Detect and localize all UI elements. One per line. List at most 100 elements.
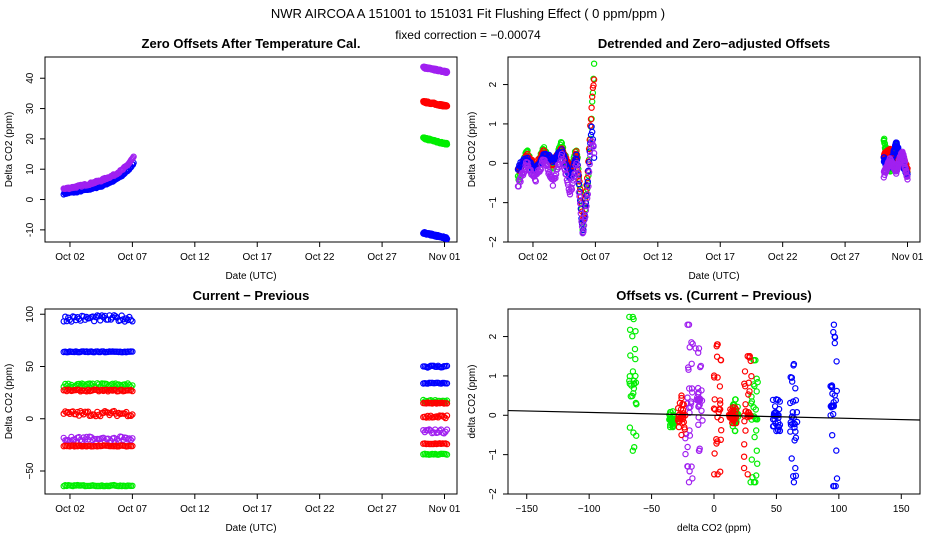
data-point — [62, 386, 69, 394]
data-point — [792, 385, 799, 392]
data-point — [129, 411, 136, 418]
data-point — [576, 193, 583, 200]
data-point — [574, 169, 581, 177]
data-point — [833, 447, 840, 454]
fit-line — [507, 409, 921, 421]
y-tick-label: 0 — [25, 416, 36, 422]
x-tick-label: Oct 17 — [706, 252, 736, 263]
data-point — [561, 167, 569, 174]
data-point — [577, 210, 585, 217]
data-point — [582, 207, 590, 214]
data-point — [443, 362, 451, 370]
data-point — [584, 174, 591, 182]
data-point — [585, 183, 592, 190]
x-axis-label: delta CO2 (ppm) — [677, 523, 751, 534]
data-point — [729, 419, 736, 427]
x-tick-label: Oct 12 — [180, 504, 210, 515]
data-point — [130, 153, 137, 160]
data-point — [695, 389, 702, 396]
data-point — [792, 464, 799, 472]
y-axis-label: Delta CO2 (ppm) — [467, 112, 478, 188]
y-tick-label: 50 — [25, 360, 36, 372]
data-point — [580, 222, 588, 229]
data-point — [443, 68, 451, 76]
data-point — [580, 226, 587, 234]
data-point — [714, 471, 721, 478]
data-point — [790, 473, 797, 480]
data-point — [443, 400, 451, 407]
x-tick-label: Nov 01 — [429, 504, 461, 515]
x-tick-label: 150 — [893, 504, 910, 515]
x-tick-label: −150 — [515, 504, 538, 515]
data-point — [560, 161, 567, 168]
data-point — [630, 385, 638, 392]
data-point — [748, 400, 755, 407]
data-point — [118, 312, 125, 319]
y-tick-label: 2 — [488, 333, 499, 339]
data-point — [443, 235, 451, 243]
data-point — [587, 122, 594, 129]
data-point — [828, 384, 835, 391]
data-point — [753, 388, 760, 395]
data-point — [570, 173, 578, 180]
data-point — [575, 189, 583, 196]
x-tick-label: Oct 02 — [518, 252, 548, 263]
data-point — [589, 128, 596, 136]
y-tick-label: 2 — [488, 81, 499, 87]
panel-1: Zero Offsets After Temperature Cal. Date … — [4, 36, 461, 282]
x-tick-label: Nov 01 — [429, 252, 461, 263]
data-point — [753, 375, 760, 382]
data-point — [688, 360, 695, 367]
data-point — [741, 368, 749, 375]
panel-title: Detrended and Zero−adjusted Offsets — [598, 36, 830, 51]
data-point — [715, 406, 723, 413]
data-point — [744, 353, 751, 360]
data-point — [788, 455, 795, 462]
data-point — [567, 187, 574, 194]
data-point — [684, 394, 691, 401]
data-point — [563, 170, 570, 178]
x-tick-label: 100 — [831, 504, 848, 515]
y-axis-label: delta CO2 (ppm) — [467, 365, 478, 439]
data-point — [732, 427, 739, 435]
data-point — [626, 380, 634, 387]
data-point — [750, 479, 758, 486]
data-point — [575, 180, 583, 188]
data-point — [904, 172, 911, 180]
data-point — [443, 102, 451, 110]
data-point — [590, 149, 598, 157]
data-point — [745, 391, 752, 398]
y-tick-label: 40 — [25, 72, 36, 84]
data-point — [773, 427, 780, 435]
panel-2: Detrended and Zero−adjusted Offsets Date … — [467, 36, 924, 282]
data-point — [904, 176, 911, 183]
data-point — [698, 407, 705, 414]
y-tick-label: 0 — [25, 196, 36, 202]
data-point — [580, 228, 587, 235]
y-tick-label: −2 — [488, 236, 499, 248]
x-tick-label: 0 — [711, 504, 717, 515]
y-tick-label: 100 — [25, 305, 36, 322]
y-tick-label: 10 — [25, 163, 36, 175]
data-point — [711, 471, 718, 478]
data-point — [627, 352, 634, 359]
data-point — [831, 339, 839, 347]
data-point — [98, 312, 106, 319]
data-point — [686, 468, 693, 475]
data-point — [127, 412, 135, 419]
data-point — [129, 348, 136, 355]
data-point — [443, 141, 451, 148]
x-axis-label: Date (UTC) — [225, 523, 276, 534]
data-point — [695, 345, 703, 352]
x-tick-label: Nov 01 — [892, 252, 924, 263]
data-point — [741, 380, 748, 387]
data-point — [717, 400, 724, 407]
data-point — [790, 360, 798, 368]
data-point — [669, 423, 677, 431]
data-point — [129, 387, 136, 395]
x-tick-label: Oct 07 — [581, 252, 611, 263]
data-point — [714, 374, 721, 381]
data-point — [632, 379, 640, 386]
data-point — [775, 405, 783, 413]
panel-title: Current − Previous — [193, 288, 310, 303]
